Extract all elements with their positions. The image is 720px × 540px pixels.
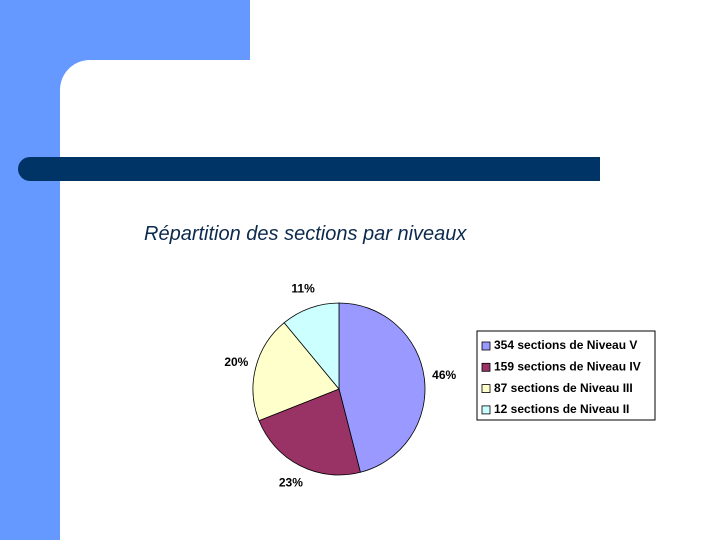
pie-slice xyxy=(338,302,426,473)
legend-label: 12 sections de Niveau II xyxy=(494,402,629,416)
slice-label: 11% xyxy=(291,281,315,295)
slice-label: 46% xyxy=(432,368,456,382)
pie-slice xyxy=(258,388,361,476)
legend-label: 354 sections de Niveau V xyxy=(494,338,637,352)
side-bar xyxy=(0,0,60,540)
legend-box xyxy=(476,330,656,421)
corner-curve xyxy=(60,60,90,90)
header-bar xyxy=(18,157,600,181)
slice-label: 20% xyxy=(224,355,248,369)
pie-slice xyxy=(283,302,340,391)
slice-label: 23% xyxy=(279,476,303,490)
legend-swatch xyxy=(481,405,491,415)
chart-title: Répartition des sections par niveaux xyxy=(144,223,467,245)
legend-swatch xyxy=(481,384,491,394)
legend-swatch xyxy=(481,341,491,351)
legend-label: 159 sections de Niveau IV xyxy=(494,359,641,373)
legend-swatch xyxy=(481,362,491,372)
legend-label: 87 sections de Niveau III xyxy=(494,381,633,395)
pie-slice xyxy=(252,322,340,422)
